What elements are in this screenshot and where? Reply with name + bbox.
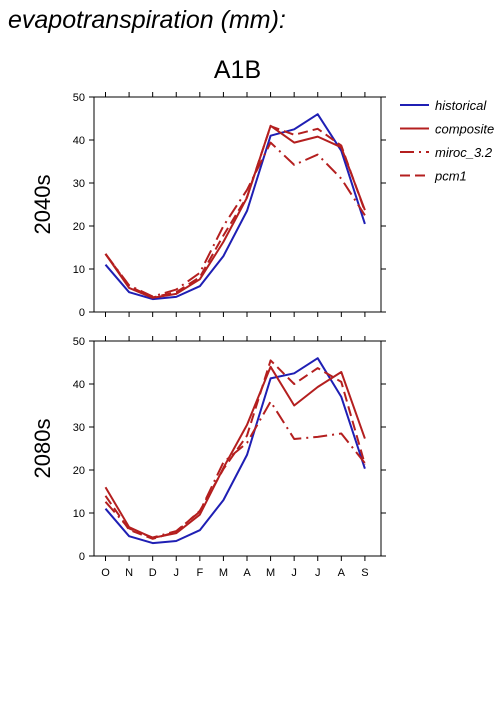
y-tick-label: 50	[73, 92, 85, 104]
x-tick-label: M	[266, 567, 275, 579]
series-line-composite	[104, 365, 366, 539]
x-tick-label: A	[243, 567, 251, 579]
panel-2080s: 0 10 20 30 40 50 O N D J F M A M J J A S 2080s	[30, 336, 386, 579]
legend-label: pcm1	[434, 169, 467, 184]
y-tick-label: 30	[73, 178, 85, 190]
series-line-pcm1	[104, 125, 366, 299]
y-tick-label: 10	[73, 264, 85, 276]
series-line-composite	[104, 124, 366, 299]
y-tick-label: 0	[79, 307, 85, 319]
x-tick-label: J	[173, 567, 179, 579]
x-tick-label: J	[315, 567, 321, 579]
legend: historical composite miroc_3.2 pcm1	[400, 98, 494, 184]
y-tick-label: 40	[73, 135, 85, 147]
panel-label: 2040s	[30, 175, 55, 235]
series-line-pcm1	[104, 359, 366, 540]
y-tick-label: 30	[73, 422, 85, 434]
plot-frame	[93, 96, 382, 313]
x-tick-label: D	[149, 567, 157, 579]
y-tick-label: 20	[73, 221, 85, 233]
panel-2040s: 0 10 20 30 40 50 2040s	[30, 92, 386, 319]
y-tick-label: 40	[73, 379, 85, 391]
series-line-historical	[104, 113, 366, 301]
legend-label: composite	[435, 122, 494, 137]
legend-label: miroc_3.2	[435, 145, 493, 160]
series-line-historical	[104, 357, 366, 545]
x-tick-label: O	[101, 567, 110, 579]
x-tick-label: N	[125, 567, 133, 579]
plot-frame	[93, 340, 382, 557]
y-tick-label: 0	[79, 551, 85, 563]
y-tick-label: 20	[73, 465, 85, 477]
series-line-miroc_3.2	[104, 400, 366, 539]
page-title: evapotranspiration (mm):	[8, 6, 286, 34]
x-tick-label: S	[361, 567, 368, 579]
panel-label: 2080s	[30, 419, 55, 479]
x-tick-label: A	[338, 567, 346, 579]
legend-label: historical	[435, 98, 487, 113]
scenario-title: A1B	[213, 56, 262, 84]
y-tick-label: 10	[73, 508, 85, 520]
y-tick-label: 50	[73, 336, 85, 348]
x-tick-label: F	[196, 567, 203, 579]
x-tick-label: J	[291, 567, 297, 579]
x-tick-label: M	[219, 567, 228, 579]
